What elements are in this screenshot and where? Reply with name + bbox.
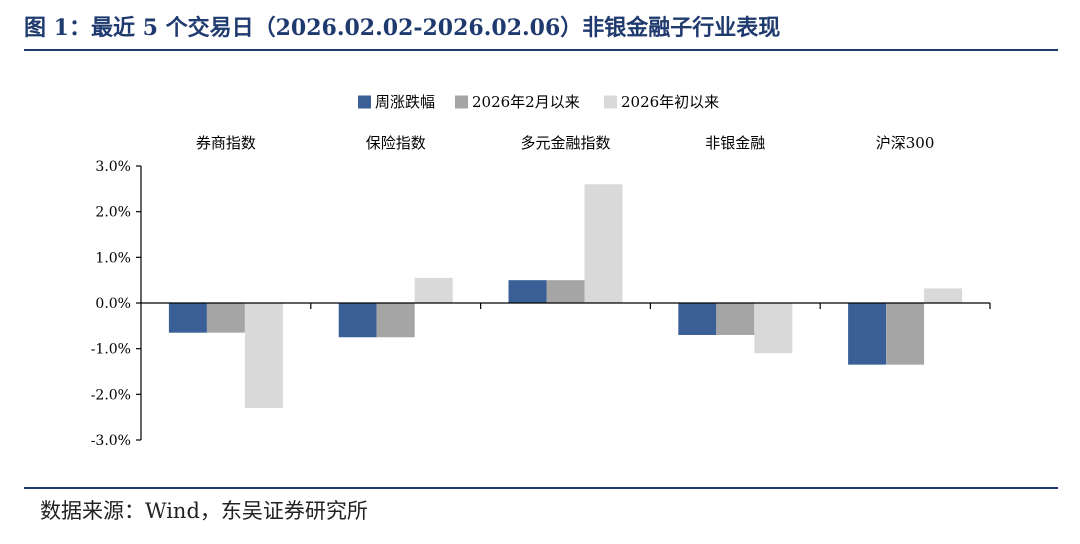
figure-title: 图 1：最近 5 个交易日（2026.02.02-2026.02.06）非银金融… <box>24 15 781 41</box>
legend-swatch <box>358 95 371 109</box>
bar <box>206 303 245 333</box>
y-tick-label: 2.0% <box>95 205 131 221</box>
bottom-rule <box>24 487 1058 489</box>
y-tick-label: 0.0% <box>95 296 131 312</box>
legend-swatch <box>455 95 468 109</box>
category-label: 券商指数 <box>196 134 256 152</box>
bar <box>414 277 453 303</box>
bar <box>546 280 585 303</box>
y-tick-label: -1.0% <box>91 342 131 358</box>
bar <box>886 303 925 365</box>
y-tick-label: 1.0% <box>95 250 131 266</box>
bar <box>754 303 793 354</box>
source-note: 数据来源：Wind，东吴证券研究所 <box>40 499 368 523</box>
category-label: 非银金融 <box>705 134 765 152</box>
bar <box>678 303 717 335</box>
legend-label: 2026年2月以来 <box>472 93 580 111</box>
bar-chart: 3.0% 2.0% 1.0% 0.0% -1.0% -2.0% -3.0% 券商指数 保险指数 多… <box>91 93 991 449</box>
bar <box>716 303 755 335</box>
y-tick-label: -2.0% <box>91 387 131 403</box>
category-label: 保险指数 <box>366 134 426 152</box>
bar <box>848 303 887 365</box>
bar <box>584 184 623 303</box>
legend-label: 2026年初以来 <box>621 93 719 111</box>
legend-swatch <box>604 95 617 109</box>
bar <box>508 280 547 303</box>
bar <box>376 303 415 338</box>
bar <box>924 288 963 303</box>
top-rule <box>24 49 1058 51</box>
bar <box>338 303 377 338</box>
legend-label: 周涨跌幅 <box>375 93 435 111</box>
category-label: 沪深300 <box>876 134 935 152</box>
category-label: 多元金融指数 <box>520 134 610 152</box>
bar <box>168 303 207 333</box>
y-tick-label: 3.0% <box>95 159 131 175</box>
bar <box>244 303 283 409</box>
y-tick-label: -3.0% <box>91 433 131 449</box>
